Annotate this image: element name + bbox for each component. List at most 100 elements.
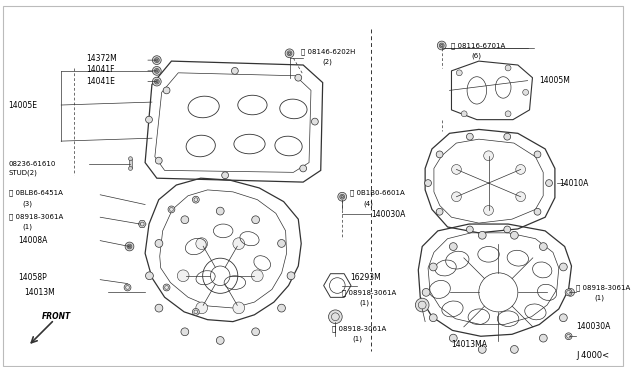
Text: 14005M: 14005M — [540, 76, 570, 85]
Circle shape — [156, 157, 162, 164]
Text: ⓝ 08918-3061A: ⓝ 08918-3061A — [332, 325, 387, 332]
Text: ⓝ 08918-3061A: ⓝ 08918-3061A — [342, 289, 396, 296]
Circle shape — [540, 334, 547, 342]
Text: 16293M: 16293M — [350, 273, 381, 282]
Circle shape — [196, 302, 207, 314]
Text: (2): (2) — [323, 59, 333, 65]
Circle shape — [437, 41, 446, 50]
Circle shape — [233, 302, 244, 314]
Circle shape — [152, 56, 161, 64]
Circle shape — [478, 231, 486, 239]
Circle shape — [125, 242, 134, 251]
Circle shape — [232, 67, 238, 74]
Text: Ⓑ 08146-6202H: Ⓑ 08146-6202H — [301, 48, 356, 55]
Circle shape — [124, 284, 131, 291]
Text: 14013MA: 14013MA — [451, 340, 488, 349]
Circle shape — [504, 133, 511, 140]
Circle shape — [129, 167, 132, 170]
Circle shape — [436, 208, 443, 215]
Text: STUD(2): STUD(2) — [8, 169, 37, 176]
Text: 14041F: 14041F — [86, 65, 115, 74]
Text: Ⓑ 08116-6701A: Ⓑ 08116-6701A — [451, 42, 506, 49]
Circle shape — [252, 216, 260, 224]
Circle shape — [145, 116, 152, 123]
Circle shape — [152, 77, 161, 86]
Circle shape — [511, 231, 518, 239]
Circle shape — [534, 151, 541, 158]
Circle shape — [429, 263, 437, 271]
Circle shape — [452, 192, 461, 202]
Text: FRONT: FRONT — [42, 312, 71, 321]
Circle shape — [287, 51, 292, 56]
Circle shape — [154, 68, 159, 73]
Circle shape — [155, 304, 163, 312]
Circle shape — [425, 180, 431, 186]
Circle shape — [154, 58, 159, 62]
Text: (1): (1) — [22, 224, 32, 230]
Circle shape — [516, 192, 525, 202]
Text: J 4000<: J 4000< — [577, 351, 609, 360]
Circle shape — [295, 74, 301, 81]
Circle shape — [505, 65, 511, 71]
Circle shape — [252, 328, 260, 336]
Text: 14008A: 14008A — [19, 236, 47, 245]
Circle shape — [278, 240, 285, 247]
Circle shape — [504, 226, 511, 233]
Circle shape — [449, 334, 457, 342]
Text: 140030A: 140030A — [577, 322, 611, 331]
Circle shape — [193, 196, 199, 203]
Circle shape — [145, 272, 154, 280]
Text: 14005E: 14005E — [8, 100, 38, 109]
Circle shape — [129, 157, 132, 161]
Circle shape — [252, 270, 263, 282]
Circle shape — [193, 308, 199, 315]
Circle shape — [436, 151, 443, 158]
Circle shape — [422, 288, 430, 296]
Circle shape — [216, 207, 224, 215]
Circle shape — [181, 328, 189, 336]
Circle shape — [467, 226, 473, 233]
Circle shape — [452, 164, 461, 174]
Text: ⓝ 08918-3061A: ⓝ 08918-3061A — [8, 213, 63, 219]
Text: 14058P: 14058P — [19, 273, 47, 282]
Circle shape — [484, 151, 493, 161]
Text: (1): (1) — [594, 295, 604, 301]
Circle shape — [340, 194, 344, 199]
Circle shape — [127, 244, 132, 249]
Circle shape — [278, 304, 285, 312]
Circle shape — [216, 337, 224, 344]
Circle shape — [168, 206, 175, 213]
Circle shape — [154, 79, 159, 84]
Circle shape — [429, 314, 437, 322]
Circle shape — [461, 111, 467, 117]
Circle shape — [163, 284, 170, 291]
Circle shape — [546, 180, 552, 186]
Circle shape — [312, 118, 318, 125]
Circle shape — [152, 67, 161, 75]
Text: 08236-61610: 08236-61610 — [8, 161, 56, 167]
Text: (6): (6) — [471, 53, 481, 60]
Circle shape — [516, 164, 525, 174]
Circle shape — [300, 165, 307, 172]
Circle shape — [196, 238, 207, 250]
Polygon shape — [138, 221, 146, 227]
Text: (3): (3) — [22, 200, 32, 207]
Text: 14041E: 14041E — [86, 77, 115, 86]
Circle shape — [511, 346, 518, 353]
Text: 140030A: 140030A — [371, 210, 406, 219]
Circle shape — [566, 288, 575, 296]
Text: Ⓑ 0B1B0-6601A: Ⓑ 0B1B0-6601A — [350, 189, 404, 196]
Text: (1): (1) — [352, 336, 362, 343]
Text: 14372M: 14372M — [86, 54, 117, 62]
Circle shape — [285, 49, 294, 58]
Circle shape — [540, 243, 547, 250]
Circle shape — [449, 243, 457, 250]
Circle shape — [565, 289, 572, 296]
Circle shape — [328, 310, 342, 324]
Circle shape — [467, 133, 473, 140]
Circle shape — [338, 192, 347, 201]
Circle shape — [523, 89, 529, 95]
Circle shape — [233, 238, 244, 250]
Text: (4): (4) — [364, 200, 374, 207]
Text: Ⓑ 0BLB6-6451A: Ⓑ 0BLB6-6451A — [8, 189, 62, 196]
